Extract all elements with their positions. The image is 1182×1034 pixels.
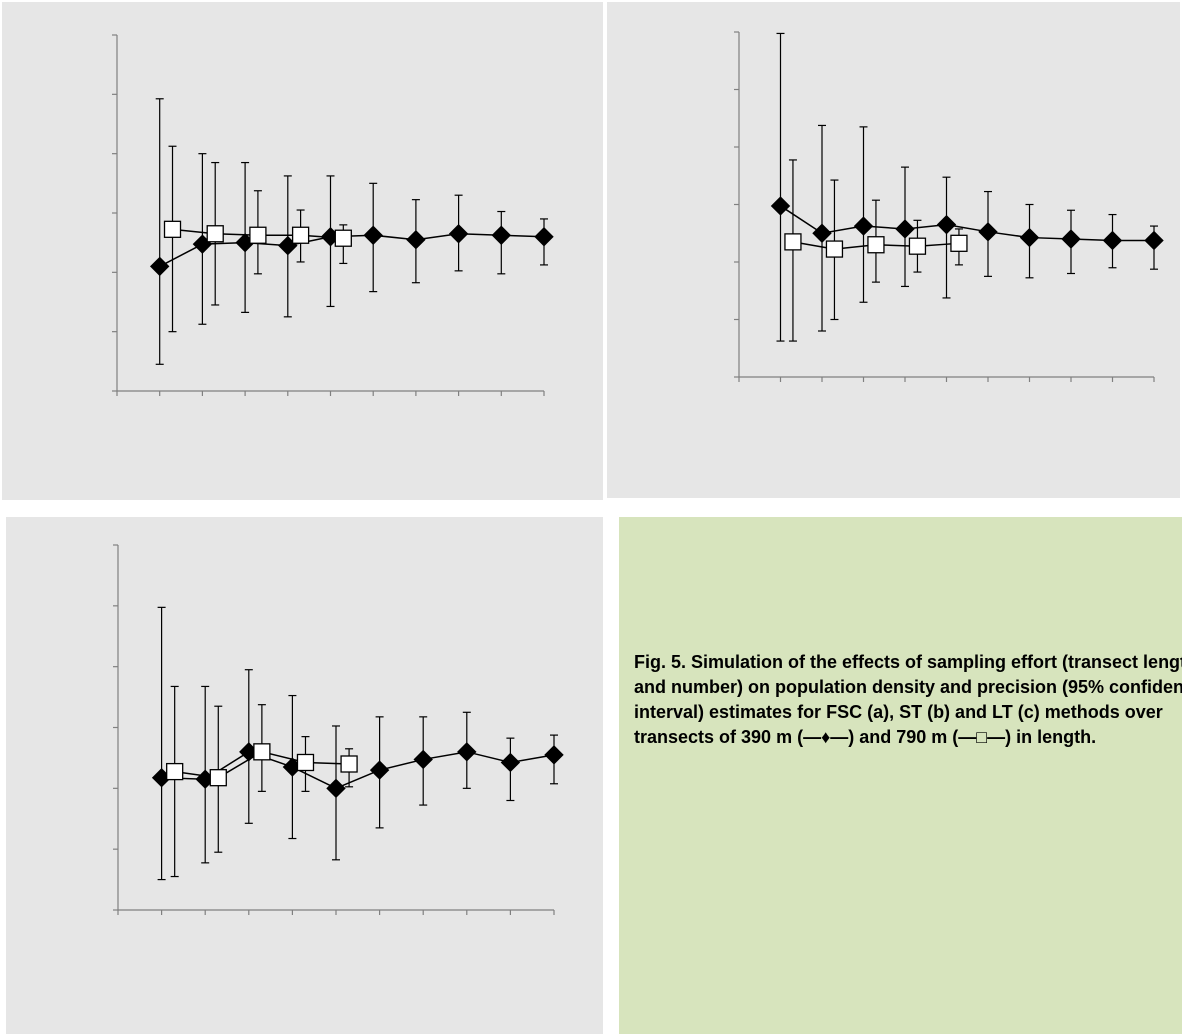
data-point-790m <box>908 237 927 255</box>
data-point-390m <box>448 224 469 244</box>
chart-panel-a <box>2 2 603 500</box>
data-point-390m <box>936 214 957 235</box>
data-point-390m <box>1019 227 1040 248</box>
data-point-390m <box>1061 229 1081 249</box>
data-point-790m <box>249 226 267 244</box>
chart-a <box>112 34 554 396</box>
chart-b <box>734 31 1164 382</box>
data-point-390m <box>895 219 915 239</box>
data-point-390m <box>544 745 564 765</box>
data-point-790m <box>291 226 310 244</box>
data-point-390m <box>534 227 554 247</box>
data-point-790m <box>206 225 224 243</box>
data-point-390m <box>457 742 477 762</box>
chart-panel-c <box>6 517 603 1034</box>
data-point-390m <box>491 225 512 245</box>
data-point-390m <box>1144 230 1164 251</box>
data-point-390m <box>812 223 832 243</box>
data-point-390m <box>413 749 433 770</box>
data-point-390m <box>326 778 346 799</box>
data-point-790m <box>340 755 358 773</box>
data-point-390m <box>369 760 390 780</box>
data-point-390m <box>500 752 521 773</box>
data-point-390m <box>853 216 874 236</box>
data-point-390m <box>149 256 170 277</box>
data-point-390m <box>1102 230 1123 251</box>
series-line <box>780 205 1154 242</box>
data-point-790m <box>163 220 182 238</box>
caption-box: Fig. 5. Simulation of the effects of sam… <box>619 517 1182 1034</box>
chart-c <box>113 544 564 915</box>
series-line <box>161 751 555 790</box>
data-point-790m <box>253 743 271 761</box>
data-point-390m <box>363 225 383 245</box>
chart-panel-b <box>607 2 1180 498</box>
data-point-390m <box>406 229 426 250</box>
data-point-790m <box>334 229 352 247</box>
data-point-790m <box>296 753 315 772</box>
data-point-790m <box>166 762 184 781</box>
data-point-790m <box>950 234 968 252</box>
data-point-390m <box>978 222 998 242</box>
data-point-790m <box>784 233 802 251</box>
data-point-790m <box>867 236 885 254</box>
data-point-790m <box>825 240 844 258</box>
figure-caption: Fig. 5. Simulation of the effects of sam… <box>634 652 1182 747</box>
data-point-390m <box>770 196 791 216</box>
data-point-790m <box>209 769 227 787</box>
